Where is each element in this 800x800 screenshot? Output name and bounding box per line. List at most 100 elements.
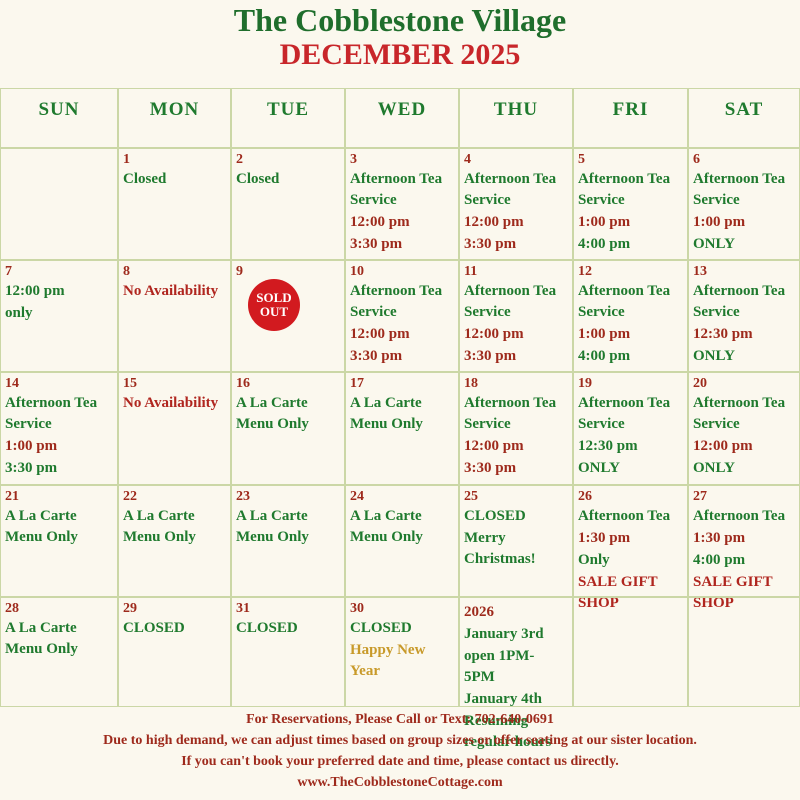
cell-text: A La Carte Menu Only: [123, 508, 196, 545]
cell-text: 4:00 pm: [693, 552, 746, 568]
day-cell: 9 SOLD OUT: [231, 260, 345, 372]
day-cell: 27 Afternoon Tea 1:30 pm 4:00 pm SALE GIFT S…: [688, 485, 800, 611]
cell-text: Afternoon Tea: [693, 508, 786, 524]
day-number: 20: [693, 376, 707, 391]
cell-text: 3:30 pm: [350, 348, 403, 364]
day-cell: 4 Afternoon Tea Service 12:00 pm 3:30 pm: [459, 148, 573, 260]
day-cell: 24 A La Carte Menu Only: [345, 485, 459, 597]
cell-text: 1:00 pm: [5, 438, 58, 454]
cell-text: Afternoon Tea Service: [578, 283, 671, 320]
day-number: 30: [350, 601, 364, 616]
day-number: 29: [123, 601, 137, 616]
day-cell: 3 Afternoon Tea Service 12:00 pm 3:30 pm: [345, 148, 459, 260]
cell-text: A La Carte Menu Only: [5, 620, 78, 657]
day-cell: 30 CLOSED Happy New Year: [345, 597, 459, 707]
cell-text: 3:30 pm: [350, 236, 403, 252]
cell-text: Afternoon Tea Service: [464, 171, 557, 208]
day-cell: 11 Afternoon Tea Service 12:00 pm 3:30 pm: [459, 260, 573, 372]
day-cell: 13 Afternoon Tea Service 12:30 pm ONLY: [688, 260, 800, 372]
cell-text: A La Carte Menu Only: [350, 508, 423, 545]
cell-text: 1:30 pm: [578, 530, 631, 546]
cell-text: CLOSED: [350, 620, 412, 636]
day-number: 10: [350, 264, 364, 279]
subtitle: DECEMBER 2025: [279, 38, 521, 71]
day-cell: 23 A La Carte Menu Only: [231, 485, 345, 597]
cell-text: only: [5, 305, 33, 321]
day-number: 1: [123, 152, 130, 167]
cell-text: ONLY: [693, 348, 735, 364]
day-cell: 10 Afternoon Tea Service 12:00 pm 3:30 pm: [345, 260, 459, 372]
day-cell: 2026 January 3rd open 1PM- 5PM January 4th R…: [459, 597, 573, 750]
weekday-header: FRI: [612, 99, 649, 120]
header-cell: [459, 88, 573, 148]
cell-text: 1:30 pm: [693, 530, 746, 546]
day-cell: 26 Afternoon Tea 1:30 pm Only SALE GIFT SHOP: [573, 485, 688, 611]
weekday-header: WED: [377, 99, 427, 120]
cell-text: Resuming regular hours: [464, 713, 552, 750]
day-number: 9: [236, 264, 243, 279]
day-cell: 25 CLOSED Merry Christmas!: [459, 485, 573, 597]
cell-text: Afternoon Tea Service: [693, 171, 786, 208]
cell-text: CLOSED: [123, 620, 185, 636]
cell-text: Afternoon Tea Service: [350, 283, 443, 320]
cell-text: Afternoon Tea Service: [464, 283, 557, 320]
cell-text: Afternoon Tea Service: [578, 395, 671, 432]
day-cell: 12 Afternoon Tea Service 1:00 pm 4:00 pm: [573, 260, 688, 372]
day-number: 6: [693, 152, 700, 167]
cell-text: 12:00 pm: [693, 438, 753, 454]
day-cell: 17 A La Carte Menu Only: [345, 372, 459, 485]
cell-text: SALE GIFT SHOP: [693, 574, 773, 611]
cell-text: 3:30 pm: [464, 348, 517, 364]
weekday-header: TUE: [266, 99, 310, 120]
cell-text: Afternoon Tea Service: [5, 395, 98, 432]
day-cell: 14 Afternoon Tea Service 1:00 pm 3:30 pm: [0, 372, 118, 485]
day-cell: 19 Afternoon Tea Service 12:30 pm ONLY: [573, 372, 688, 485]
day-number: 11: [464, 264, 478, 279]
cell-text: Closed: [123, 171, 167, 187]
day-number: 15: [123, 376, 137, 391]
cell-text: 3:30 pm: [5, 460, 58, 476]
day-number: 7: [5, 264, 12, 279]
day-number: 14: [5, 376, 19, 391]
weekday-header: MON: [149, 99, 200, 120]
cell-text: 12:00 pm: [350, 326, 410, 342]
sold-out-badge: SOLD OUT: [248, 279, 300, 331]
cell-text: Afternoon Tea Service: [693, 283, 786, 320]
day-cell: 20 Afternoon Tea Service 12:00 pm ONLY: [688, 372, 800, 485]
cell-text: Afternoon Tea Service: [350, 171, 443, 208]
day-number: 19: [578, 376, 592, 391]
day-cell: 16 A La Carte Menu Only: [231, 372, 345, 485]
cell-text: 4:00 pm: [578, 236, 631, 252]
cell-text: Merry Christmas!: [464, 530, 536, 567]
footer-text: If you can't book your preferred date an…: [181, 754, 619, 769]
cell-text: Happy New Year: [350, 642, 426, 679]
day-number: 12: [578, 264, 592, 279]
day-cell: 15 No Availability: [118, 372, 231, 485]
day-number: 5: [578, 152, 585, 167]
cell-text: January 3rd: [464, 626, 544, 642]
cell-text: 1:00 pm: [578, 326, 631, 342]
day-cell: 7 12:00 pm only: [0, 260, 118, 372]
day-cell: 22 A La Carte Menu Only: [118, 485, 231, 597]
day-number: 28: [5, 601, 19, 616]
cell-text: 3:30 pm: [464, 236, 517, 252]
day-cell: [573, 597, 688, 707]
cell-text: ONLY: [578, 460, 620, 476]
day-number: 2: [236, 152, 243, 167]
day-cell: [688, 597, 800, 707]
cell-text: 3:30 pm: [464, 460, 517, 476]
cell-text: 4:00 pm: [578, 348, 631, 364]
cell-text: No Availability: [123, 283, 219, 299]
day-number: 3: [350, 152, 357, 167]
cell-text: Afternoon Tea Service: [464, 395, 557, 432]
day-cell: 18 Afternoon Tea Service 12:00 pm 3:30 pm: [459, 372, 573, 485]
cell-text: 1:00 pm: [578, 214, 631, 230]
cell-text: 12:30 pm: [578, 438, 638, 454]
day-cell: 2 Closed: [231, 148, 345, 260]
day-number: 4: [464, 152, 471, 167]
day-number: 23: [236, 489, 250, 504]
day-number: 24: [350, 489, 364, 504]
cell-text: Closed: [236, 171, 280, 187]
weekday-header: SAT: [724, 99, 764, 120]
